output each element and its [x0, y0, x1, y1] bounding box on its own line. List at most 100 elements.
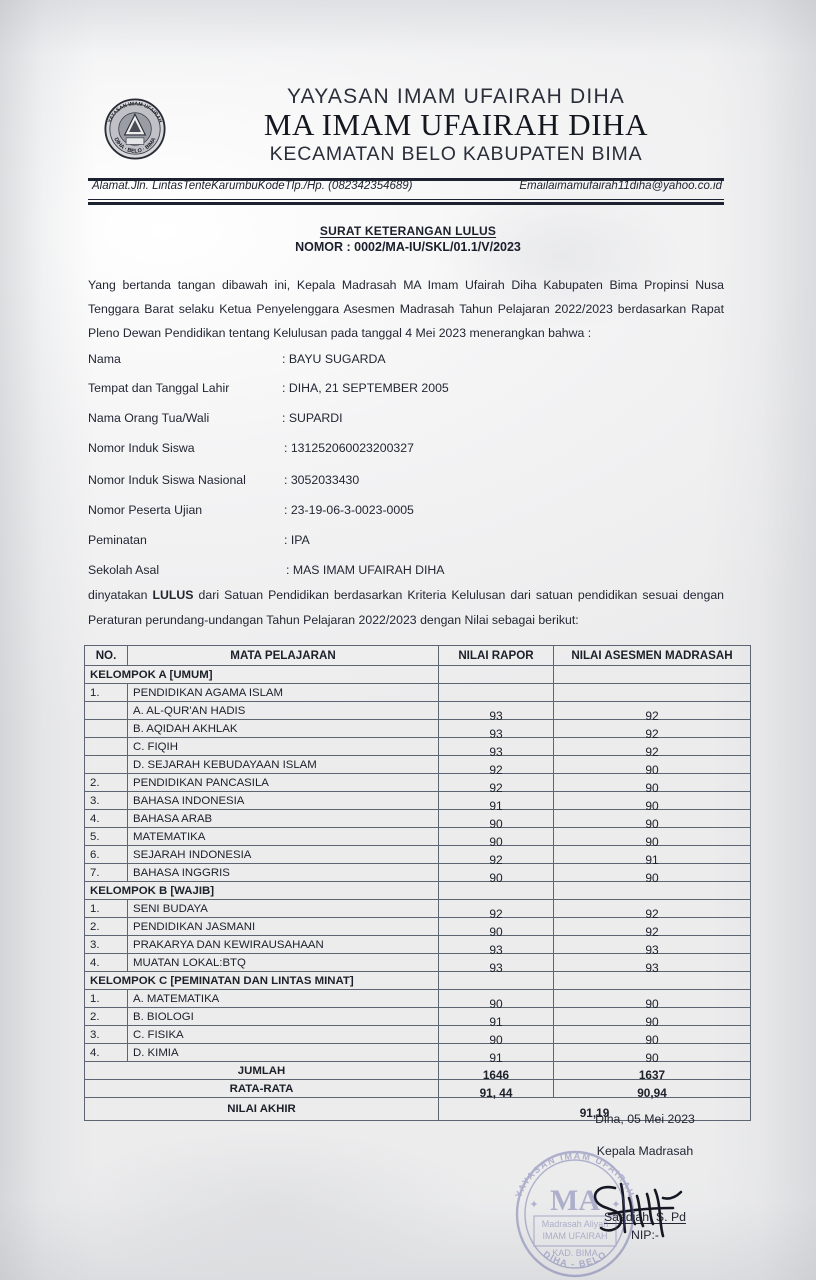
cell-asesmen: 92 — [553, 917, 751, 939]
page-title: SURAT KETERANGAN LULUS — [0, 224, 816, 238]
cell-rapor: 90 — [438, 917, 554, 939]
field-row-peminatan: Peminatan : IPA — [88, 533, 648, 547]
table-row: C. FIQIH 93 92 — [84, 737, 751, 759]
field-row-tempat-tanggal-lahir: Tempat dan Tanggal Lahir : DIHA, 21 SEPT… — [88, 381, 648, 395]
cell-rapor: 93 — [438, 719, 554, 741]
cell-asesmen: 90 — [553, 863, 751, 885]
column-header-subject: MATA PELAJARAN — [127, 645, 439, 666]
summary-label-jumlah: JUMLAH — [84, 1061, 439, 1080]
school-crest-logo: YAYASAN IMAM UFAIRAH DIHA · BELO · BIMA — [98, 92, 172, 166]
cell-subject: PRAKARYA DAN KEWIRAUSAHAAN — [127, 935, 439, 954]
cell-asesmen: 90 — [553, 755, 751, 777]
cell-subject: D. KIMIA — [127, 1043, 439, 1062]
paper-shade-left — [0, 0, 95, 1280]
cell-subject: BAHASA INDONESIA — [127, 791, 439, 810]
cell-asesmen: 90 — [553, 1025, 751, 1047]
cell-rapor: 93 — [438, 701, 554, 723]
table-row-rata-rata: RATA-RATA 91, 44 90,94 — [84, 1079, 751, 1100]
summary-nilai-akhir-value: 91,19 — [438, 1097, 751, 1121]
cell-asesmen: 92 — [553, 737, 751, 759]
cell-no: 1. — [84, 683, 128, 702]
group-label: KELOMPOK C [PEMINATAN DAN LINTAS MINAT] — [84, 971, 439, 990]
field-row-nama-orang-tua: Nama Orang Tua/Wali : SUPARDI — [88, 411, 648, 425]
cell-no — [84, 737, 128, 756]
field-row-nomor-induk-siswa: Nomor Induk Siswa : 131252060023200327 — [88, 441, 648, 455]
cell-subject: BAHASA INGGRIS — [127, 863, 439, 882]
table-row: 1. A. MATEMATIKA 90 90 — [84, 989, 751, 1011]
school-district: KECAMATAN BELO KABUPATEN BIMA — [269, 142, 643, 165]
cell-no — [84, 755, 128, 774]
field-label: Tempat dan Tanggal Lahir — [88, 381, 230, 395]
summary-rata-asesmen: 90,94 — [553, 1079, 751, 1100]
cell-subject: B. BIOLOGI — [127, 1007, 439, 1026]
cell-no: 3. — [84, 791, 128, 810]
table-row: 5. MATEMATIKA 90 90 — [84, 827, 751, 849]
school-address: Alamat.Jln. LintasTenteKarumbuKodeTlp./H… — [92, 180, 413, 192]
cell-asesmen: 90 — [553, 773, 751, 795]
field-label: Sekolah Asal — [88, 563, 160, 577]
signature-role: Kepala Madrasah — [596, 1144, 694, 1158]
group-rapor-cell — [438, 665, 554, 684]
paper-smudge — [60, 1130, 480, 1280]
school-name: MA IMAM UFAIRAH DIHA — [263, 107, 649, 143]
cell-no: 4. — [84, 1043, 128, 1062]
cell-subject: BAHASA ARAB — [127, 809, 439, 828]
column-header-no: NO. — [84, 645, 128, 666]
letterhead-divider — [88, 178, 724, 181]
cell-no: 2. — [84, 917, 128, 936]
letterhead-divider-lower — [88, 197, 724, 205]
page-title-text: SURAT KETERANGAN LULUS — [319, 224, 497, 238]
cell-subject: B. AQIDAH AKHLAK — [127, 719, 439, 738]
cell-rapor: 93 — [438, 935, 554, 957]
cell-rapor: 91 — [438, 791, 554, 813]
group-asesmen-cell — [553, 665, 751, 684]
cell-asesmen: 90 — [553, 1043, 751, 1065]
table-row: 4. MUATAN LOKAL:BTQ 93 93 — [84, 953, 751, 975]
svg-text:✦: ✦ — [529, 1199, 538, 1211]
cell-asesmen: 93 — [553, 935, 751, 957]
field-label: Nama — [88, 352, 121, 366]
cell-subject: A. AL-QUR'AN HADIS — [127, 701, 439, 720]
field-value: : SUPARDI — [282, 411, 343, 425]
table-row-nilai-akhir: NILAI AKHIR 91,19 — [84, 1097, 751, 1121]
summary-rata-rapor: 91, 44 — [438, 1079, 554, 1100]
cell-rapor: 90 — [438, 827, 554, 849]
cell-asesmen: 93 — [553, 953, 751, 975]
cell-rapor: 93 — [438, 953, 554, 975]
cell-rapor: 92 — [438, 845, 554, 867]
cell-asesmen: 90 — [553, 809, 751, 831]
table-header-row: NO. MATA PELAJARAN NILAI RAPOR NILAI ASE… — [84, 645, 751, 666]
cell-rapor: 92 — [438, 773, 554, 795]
field-label: Nama Orang Tua/Wali — [88, 411, 210, 425]
signature-name: Saadiah, S. Pd — [603, 1210, 687, 1224]
cell-no — [84, 719, 128, 738]
cell-no: 6. — [84, 845, 128, 864]
letterhead-contact: Alamat.Jln. LintasTenteKarumbuKodeTlp./H… — [92, 180, 722, 192]
student-details: Nama : BAYU SUGARDA Tempat dan Tanggal L… — [88, 352, 648, 577]
table-row: 4. BAHASA ARAB 90 90 — [84, 809, 751, 831]
field-label: Nomor Induk Siswa Nasional — [88, 473, 246, 487]
table-row: 2. PENDIDIKAN JASMANI 90 92 — [84, 917, 751, 939]
cell-subject: A. MATEMATIKA — [127, 989, 439, 1008]
field-value: : MAS IMAM UFAIRAH DIHA — [286, 563, 445, 577]
foundation-name: YAYASAN IMAM UFAIRAH DIHA — [286, 85, 626, 108]
cell-asesmen: 91 — [553, 845, 751, 867]
field-value: : IPA — [284, 533, 310, 547]
cell-subject: SEJARAH INDONESIA — [127, 845, 439, 864]
school-email: Emailaimamufairah11diha@yahoo.co.id — [519, 180, 722, 192]
cell-asesmen: 90 — [553, 791, 751, 813]
field-label: Nomor Induk Siswa — [88, 441, 195, 455]
cell-asesmen: 90 — [553, 989, 751, 1011]
cell-no: 5. — [84, 827, 128, 846]
table-group-row: KELOMPOK B [WAJIB] — [84, 881, 751, 900]
signature-place-date: Diha, 05 Mei 2023 — [595, 1112, 695, 1126]
cell-asesmen — [553, 683, 751, 702]
cell-asesmen: 92 — [553, 701, 751, 723]
cell-subject: PENDIDIKAN JASMANI — [127, 917, 439, 936]
table-footer: JUMLAH 1646 1637 RATA-RATA 91, 44 90,94 … — [84, 1061, 751, 1121]
summary-jumlah-asesmen: 1637 — [553, 1061, 751, 1082]
field-row-sekolah-asal: Sekolah Asal : MAS IMAM UFAIRAH DIHA — [88, 563, 648, 577]
cell-subject: C. FISIKA — [127, 1025, 439, 1044]
table-group-row: KELOMPOK A [UMUM] — [84, 665, 751, 684]
